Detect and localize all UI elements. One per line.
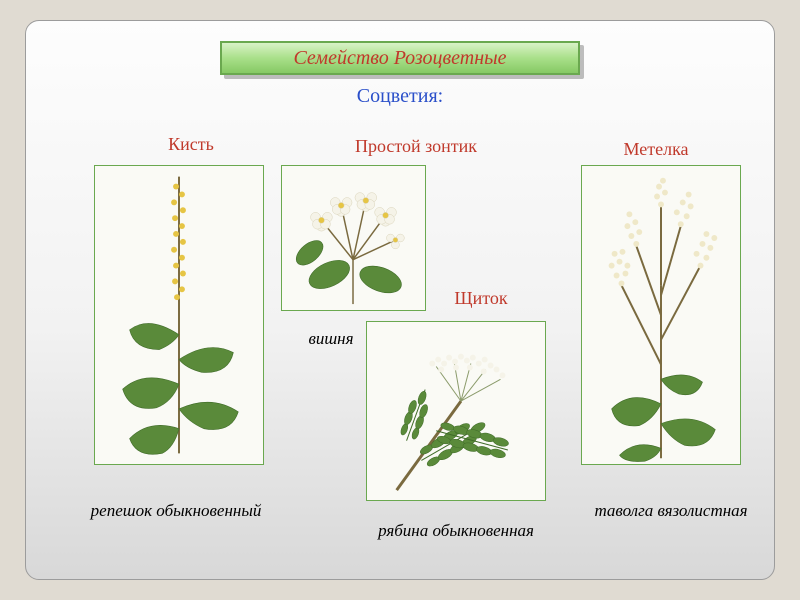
caption-vishnya: вишня xyxy=(281,329,381,349)
caption-tavolga: таволга вязолистная xyxy=(566,501,776,521)
caption-ryabina: рябина обыкновенная xyxy=(346,521,566,541)
figure-tavolga xyxy=(581,165,741,465)
figure-vishnya xyxy=(281,165,426,311)
title-text: Семейство Розоцветные xyxy=(293,47,506,70)
figure-ryabina xyxy=(366,321,546,501)
label-shitok: Щиток xyxy=(421,288,541,309)
label-kist: Кисть xyxy=(146,134,236,155)
subtitle: Соцветия: xyxy=(26,85,774,108)
content-panel: Семейство Розоцветные Соцветия: Кисть Пр… xyxy=(25,20,775,580)
label-zontik: Простой зонтик xyxy=(316,136,516,157)
label-metelka: Метелка xyxy=(596,139,716,160)
title-box: Семейство Розоцветные xyxy=(220,41,580,75)
figure-repeshok xyxy=(94,165,264,465)
caption-repeshok: репешок обыкновенный xyxy=(66,501,286,521)
